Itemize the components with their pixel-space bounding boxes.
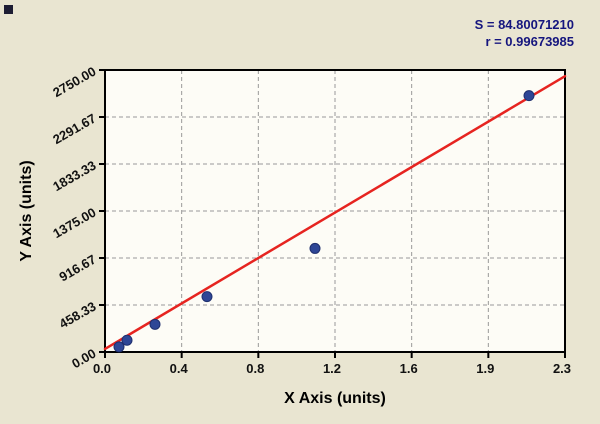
y-tick-label: 1833.33 [50,158,98,194]
x-tick-label: 1.9 [476,361,494,376]
y-tick-label: 458.33 [57,299,99,332]
corner-artifact [4,5,13,14]
stats-block: S = 84.80071210 r = 0.99673985 [475,16,574,50]
x-tick-label: 0.4 [170,361,189,376]
x-tick-label: 2.3 [553,361,571,376]
x-tick-label: 0.0 [93,361,111,376]
y-tick-label: 916.67 [57,252,99,285]
stat-slope: S = 84.80071210 [474,17,574,32]
data-point [201,291,213,303]
data-point [149,318,161,330]
x-tick-label: 1.6 [400,361,418,376]
data-point [121,334,133,346]
data-point [523,90,535,102]
data-point [113,341,125,353]
plot-frame [104,69,566,353]
data-point [309,242,321,254]
y-tick-label: 2291.67 [50,111,98,147]
x-tick-label: 0.8 [246,361,264,376]
stat-correlation: r = 0.99673985 [485,34,574,49]
y-axis-title: Y Axis (units) [18,160,35,262]
y-tick-label: 1375.00 [50,205,98,241]
y-tick-label: 2750.00 [50,64,98,100]
x-tick-label: 1.2 [323,361,341,376]
regression-line [103,74,567,351]
x-axis-title: X Axis (units) [284,390,386,407]
